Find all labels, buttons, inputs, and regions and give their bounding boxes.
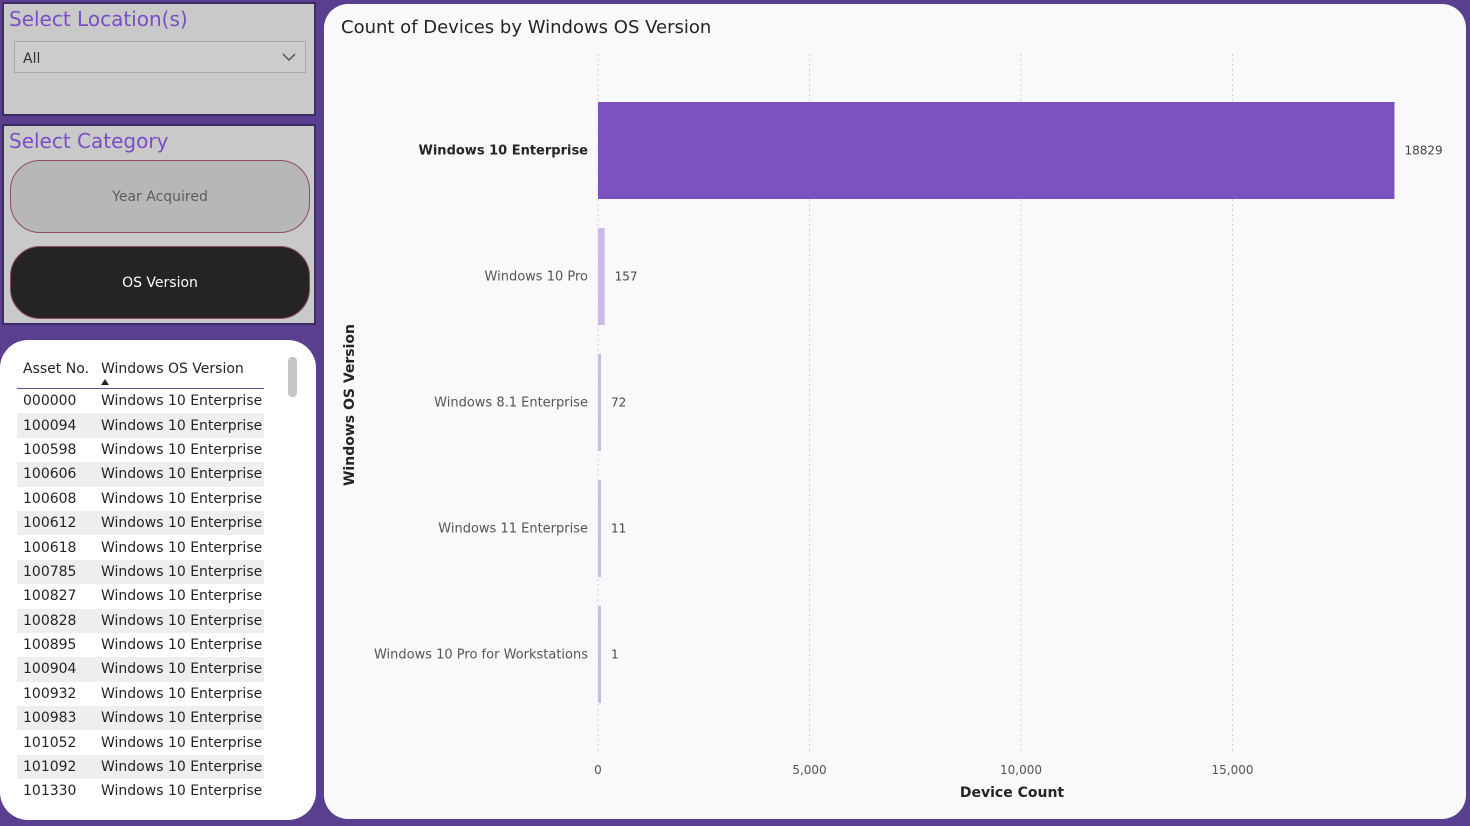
category-label: Windows 8.1 Enterprise (434, 396, 588, 411)
data-label: 18829 (1404, 144, 1442, 158)
cell-asset-no: 101052 (23, 734, 77, 751)
data-label: 11 (611, 522, 626, 536)
cell-os-version: Windows 10 Enterprise (101, 661, 263, 678)
category-label: Windows 11 Enterprise (438, 522, 588, 537)
cell-asset-no: 101092 (23, 759, 77, 776)
data-label: 1 (611, 648, 619, 662)
table-row[interactable]: 100612 Windows 10 Enterprise (17, 510, 264, 536)
data-label: 72 (611, 396, 626, 410)
y-axis-title: Windows OS Version (342, 324, 358, 486)
category-year-acquired-button[interactable]: Year Acquired (10, 160, 310, 233)
table-row[interactable]: 100895 Windows 10 Enterprise (17, 633, 264, 657)
location-dropdown[interactable]: All (14, 41, 306, 73)
table-row[interactable]: 100618 Windows 10 Enterprise (17, 535, 264, 559)
location-slicer-title: Select Location(s) (9, 7, 188, 31)
table-scrollbar[interactable] (288, 357, 297, 397)
cell-asset-no: 100094 (23, 417, 77, 434)
column-header-asset-no[interactable]: Asset No. (23, 361, 89, 377)
cell-asset-no: 100895 (23, 637, 77, 654)
x-tick-label: 0 (594, 763, 602, 777)
cell-os-version: Windows 10 Enterprise (101, 515, 263, 532)
cell-asset-no: 100932 (23, 685, 77, 702)
bars (598, 102, 1395, 703)
cell-os-version: Windows 10 Enterprise (101, 417, 263, 434)
bar[interactable] (598, 228, 605, 325)
cell-os-version: Windows 10 Enterprise (101, 612, 263, 629)
cell-asset-no: 101330 (23, 783, 77, 800)
x-tick-label: 5,000 (792, 763, 826, 777)
cell-os-version: Windows 10 Enterprise (101, 759, 263, 776)
sort-ascending-icon (101, 379, 109, 385)
cell-os-version: Windows 10 Enterprise (101, 393, 263, 410)
table-row[interactable]: 000000 Windows 10 Enterprise (17, 389, 264, 413)
category-label: Windows 10 Enterprise (419, 144, 589, 159)
cell-asset-no: 100612 (23, 515, 77, 532)
bar[interactable] (598, 354, 602, 451)
cell-asset-no: 100598 (23, 441, 77, 458)
x-tick-label: 10,000 (1000, 763, 1042, 777)
bar[interactable] (598, 606, 601, 703)
cell-os-version: Windows 10 Enterprise (101, 539, 263, 556)
table-row[interactable]: 100904 Windows 10 Enterprise (17, 657, 264, 682)
asset-table: Asset No. Windows OS Version 000000 Windo… (17, 356, 264, 804)
cell-asset-no: 100904 (23, 661, 77, 678)
os-version-chart: Count of Devices by Windows OS Version W… (324, 4, 1466, 819)
cell-asset-no: 100608 (23, 490, 77, 507)
table-row[interactable]: 100608 Windows 10 Enterprise (17, 487, 264, 511)
table-row[interactable]: 101052 Windows 10 Enterprise (17, 730, 264, 754)
x-tick-label: 15,000 (1212, 763, 1254, 777)
table-header: Asset No. Windows OS Version (17, 356, 264, 389)
cell-asset-no: 100618 (23, 539, 77, 556)
category-label: Windows 10 Pro for Workstations (374, 648, 588, 663)
category-os-version-button[interactable]: OS Version (10, 246, 310, 319)
cell-os-version: Windows 10 Enterprise (101, 637, 263, 654)
asset-table-panel: Asset No. Windows OS Version 000000 Windo… (0, 340, 316, 820)
cell-os-version: Windows 10 Enterprise (101, 490, 263, 507)
cell-os-version: Windows 10 Enterprise (101, 734, 263, 751)
table-row[interactable]: 100827 Windows 10 Enterprise (17, 584, 264, 608)
cell-asset-no: 100827 (23, 588, 77, 605)
cell-asset-no: 100983 (23, 710, 77, 727)
chart-title: Count of Devices by Windows OS Version (341, 17, 712, 38)
cell-os-version: Windows 10 Enterprise (101, 685, 263, 702)
cell-asset-no: 100785 (23, 563, 77, 580)
cell-os-version: Windows 10 Enterprise (101, 710, 263, 727)
category-labels: Windows 10 Enterprise Windows 10 Pro Windo… (374, 144, 588, 663)
cell-os-version: Windows 10 Enterprise (101, 588, 263, 605)
cell-asset-no: 100606 (23, 466, 77, 483)
cell-os-version: Windows 10 Enterprise (101, 466, 263, 483)
table-row[interactable]: 101092 Windows 10 Enterprise (17, 754, 264, 780)
cell-asset-no: 000000 (23, 393, 77, 410)
table-row[interactable]: 100598 Windows 10 Enterprise (17, 438, 264, 462)
table-row[interactable]: 100606 Windows 10 Enterprise (17, 462, 264, 487)
x-axis-title: Device Count (960, 785, 1065, 801)
table-body: 000000 Windows 10 Enterprise 100094 Windows… (17, 389, 264, 804)
data-label: 157 (615, 270, 638, 284)
location-dropdown-value: All (23, 51, 41, 67)
bar[interactable] (598, 102, 1395, 199)
bar[interactable] (598, 480, 601, 577)
table-row[interactable]: 101330 Windows 10 Enterprise (17, 779, 264, 803)
table-row[interactable]: 100828 Windows 10 Enterprise (17, 608, 264, 633)
cell-os-version: Windows 10 Enterprise (101, 441, 263, 458)
cell-os-version: Windows 10 Enterprise (101, 783, 263, 800)
table-row[interactable]: 100983 Windows 10 Enterprise (17, 706, 264, 731)
table-row[interactable]: 100932 Windows 10 Enterprise (17, 682, 264, 706)
cell-asset-no: 100828 (23, 612, 77, 629)
bar-chart: Windows 10 Enterprise Windows 10 Pro Windo… (342, 54, 1443, 801)
chevron-down-icon (282, 53, 296, 62)
column-header-os-version[interactable]: Windows OS Version (101, 361, 244, 377)
table-row[interactable]: 100094 Windows 10 Enterprise (17, 413, 264, 438)
table-row[interactable]: 100785 Windows 10 Enterprise (17, 559, 264, 585)
category-slicer: Select Category Year Acquired OS Version (2, 124, 316, 325)
category-label: Windows 10 Pro (485, 270, 589, 285)
location-slicer: Select Location(s) All (2, 2, 316, 116)
x-tick-labels: 0 5,000 10,000 15,000 (594, 763, 1253, 777)
category-slicer-title: Select Category (9, 129, 169, 153)
cell-os-version: Windows 10 Enterprise (101, 563, 263, 580)
